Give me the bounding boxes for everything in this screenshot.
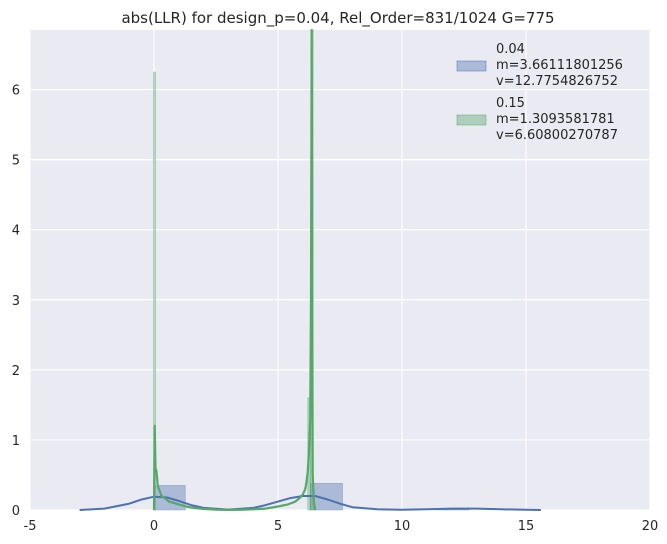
y-tick-label: 3 — [12, 294, 20, 309]
x-tick-label: 5 — [274, 519, 282, 534]
y-tick-label: 2 — [12, 364, 20, 379]
legend-label-line: v=6.60800270787 — [496, 128, 618, 143]
kde-line-0.04 — [79, 494, 541, 511]
legend: 0.04 m=3.66111801256 v=12.7754826752 0.15… — [456, 42, 623, 143]
legend-label-line: 0.04 — [496, 42, 525, 57]
legend-label-line: m=3.66111801256 — [496, 58, 623, 73]
legend-label-line: 0.15 — [496, 96, 525, 111]
y-tick-label: 1 — [12, 434, 20, 449]
x-tick-label: 15 — [518, 519, 535, 534]
legend-label-line: v=12.7754826752 — [496, 74, 618, 89]
kde-line-0.15 — [152, 28, 317, 511]
legend-swatch-0.15 — [456, 114, 487, 126]
x-tick-label: -5 — [24, 519, 37, 534]
tick-labels: -5 0 5 10 15 20 0 1 2 3 4 5 6 — [12, 84, 659, 534]
x-tick-label: 20 — [642, 519, 659, 534]
grid — [29, 30, 651, 511]
y-tick-label: 5 — [12, 154, 20, 169]
chart-title: abs(LLR) for design_p=0.04, Rel_Order=83… — [121, 9, 554, 28]
x-tick-label: 10 — [394, 519, 411, 534]
plot-background — [30, 30, 650, 510]
y-tick-label: 6 — [12, 84, 20, 99]
kde-lines — [79, 28, 541, 511]
x-tick-label: 0 — [150, 519, 158, 534]
legend-swatch-0.04 — [456, 60, 487, 72]
y-tick-label: 4 — [12, 224, 20, 239]
y-tick-label: 0 — [12, 504, 20, 519]
legend-label-line: m=1.3093581781 — [496, 112, 615, 127]
